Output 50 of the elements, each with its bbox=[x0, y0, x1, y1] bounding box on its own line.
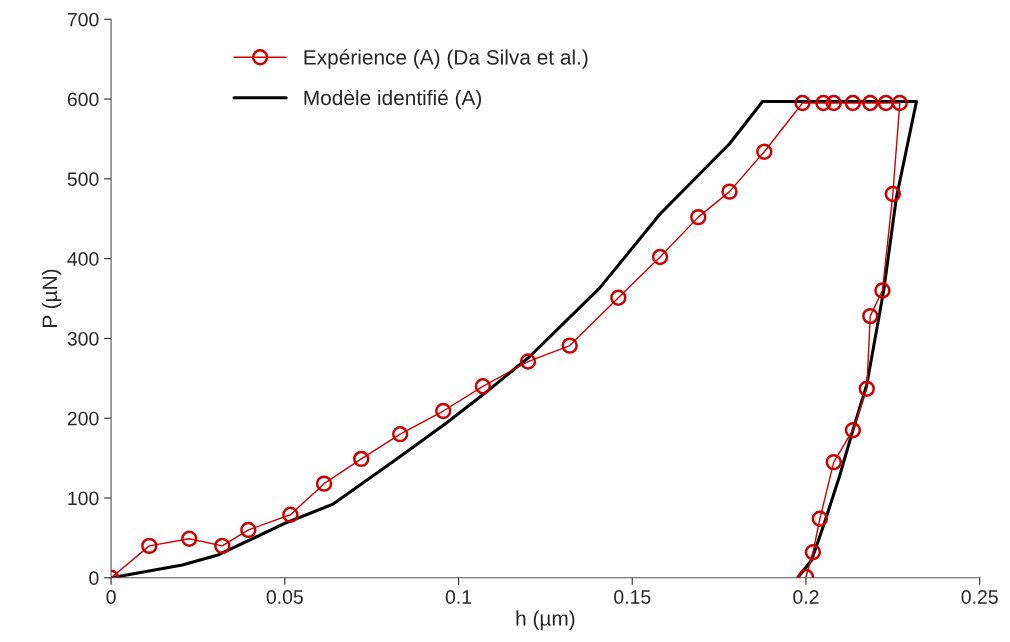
point bbox=[858, 380, 875, 397]
x-tick-label: 0.15 bbox=[614, 590, 651, 604]
y-tick-label: 300 bbox=[67, 331, 99, 346]
legend-label: Expérience (A) (Da Silva et al.) bbox=[304, 49, 588, 69]
point bbox=[804, 544, 822, 561]
point bbox=[353, 450, 370, 468]
point bbox=[282, 506, 299, 523]
point bbox=[214, 537, 231, 555]
point bbox=[877, 94, 895, 112]
point bbox=[884, 185, 902, 203]
point bbox=[756, 143, 773, 160]
y-axis-title: P (µN) bbox=[41, 269, 62, 327]
x-axis-title: h (µm) bbox=[516, 610, 575, 630]
point bbox=[690, 208, 707, 226]
point bbox=[811, 510, 829, 527]
y-tick-label: 700 bbox=[67, 12, 99, 27]
point bbox=[240, 521, 257, 539]
point bbox=[825, 94, 842, 112]
point bbox=[435, 402, 452, 420]
point bbox=[561, 337, 578, 354]
point bbox=[794, 94, 811, 112]
point bbox=[651, 248, 669, 266]
y-tick-label: 600 bbox=[67, 92, 99, 107]
x-tick-label: 0.2 bbox=[793, 590, 819, 604]
y-tick-label: 400 bbox=[67, 252, 99, 266]
point bbox=[862, 94, 879, 112]
y-tick-label: 100 bbox=[68, 491, 99, 506]
x-tick-label: 0.1 bbox=[445, 590, 472, 604]
point bbox=[874, 282, 891, 299]
point bbox=[391, 425, 409, 443]
y-tick-label: 500 bbox=[67, 172, 99, 187]
point bbox=[844, 94, 862, 112]
point bbox=[315, 475, 333, 492]
y-tick-label: 0 bbox=[89, 571, 99, 586]
x-tick-label: 0.25 bbox=[961, 590, 998, 604]
point bbox=[181, 530, 198, 547]
y-tick-label: 200 bbox=[67, 411, 99, 426]
point bbox=[141, 537, 158, 555]
point bbox=[815, 94, 832, 112]
point bbox=[474, 378, 492, 395]
point bbox=[825, 453, 842, 471]
point bbox=[610, 289, 627, 306]
x-tick-label: 0.05 bbox=[266, 590, 303, 604]
point bbox=[519, 353, 537, 370]
point bbox=[721, 183, 738, 200]
point bbox=[844, 421, 862, 439]
point bbox=[862, 307, 879, 325]
point bbox=[891, 94, 908, 112]
legend-label: Modèle identifié (A) bbox=[304, 89, 482, 110]
x-tick-label: 0 bbox=[106, 590, 116, 604]
